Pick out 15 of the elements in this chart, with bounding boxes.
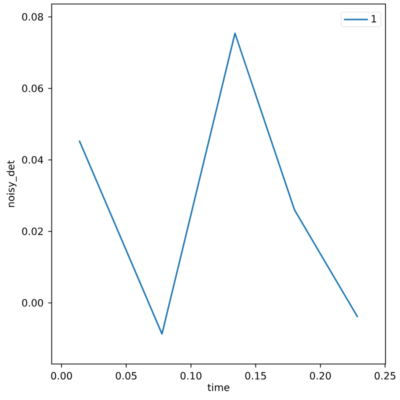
x-tick-label: 0.15 — [245, 372, 266, 380]
y-tick-label: 0.02 — [22, 228, 43, 236]
x-axis-title: time — [208, 383, 230, 392]
y-tick-label: 0.04 — [22, 156, 44, 164]
x-tick-label: 0.10 — [180, 372, 202, 380]
y-tick-label: 0.08 — [22, 13, 43, 21]
x-tick-label: 0.05 — [116, 372, 136, 380]
y-axis-title: noisy_det — [6, 160, 17, 207]
line-series — [78, 32, 358, 335]
x-tick-label: 0.00 — [51, 372, 72, 380]
legend-label: 1 — [372, 15, 376, 22]
x-tick-label: 0.20 — [310, 372, 331, 380]
y-tick-label: 0.00 — [22, 299, 44, 307]
y-tick-label: 0.06 — [22, 84, 44, 92]
x-tick-label: 0.25 — [374, 372, 396, 380]
